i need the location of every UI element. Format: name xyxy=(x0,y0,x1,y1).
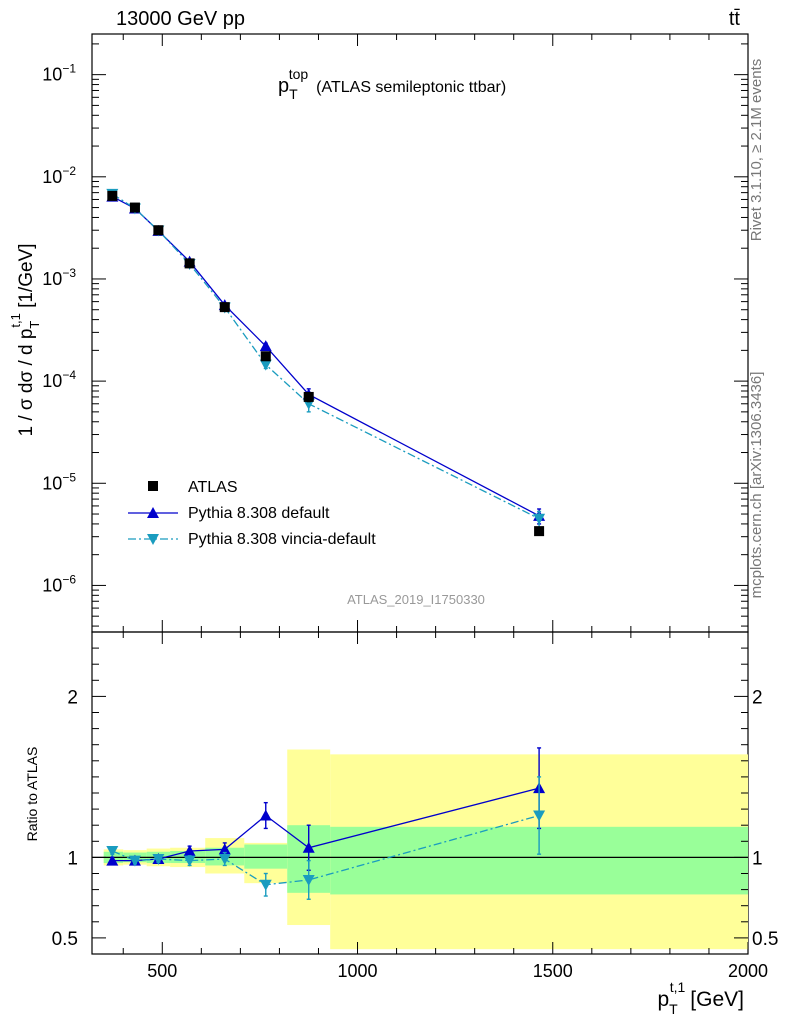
triangle-up-point xyxy=(183,844,196,856)
energy-label: 13000 GeV pp xyxy=(116,8,245,30)
mcplots-label: mcplots.cern.ch [arXiv:1306.3436] xyxy=(748,372,765,599)
y-tick-label: 10−4 xyxy=(42,368,76,391)
triangle-down-point xyxy=(183,855,196,867)
triangle-down-point xyxy=(259,879,272,891)
legend-atlas-label: ATLAS xyxy=(188,479,238,496)
main-square-point xyxy=(219,302,230,313)
main-series-line xyxy=(112,196,540,517)
main-square-point xyxy=(260,351,271,362)
main-series xyxy=(106,188,546,537)
x-tick-label: 1500 xyxy=(533,961,573,981)
triangle-up-point xyxy=(218,843,231,855)
x-axis-label-main: p xyxy=(657,988,669,1011)
process-label: tt̄ xyxy=(729,8,741,30)
main-square-point xyxy=(184,258,195,269)
x-tick-label: 2000 xyxy=(728,961,768,981)
main-square-point xyxy=(129,202,140,213)
main-square-point xyxy=(107,190,118,201)
ratio-band-inner xyxy=(244,844,288,869)
triangle-up-point xyxy=(302,841,315,853)
x-axis-label-unit: [GeV] xyxy=(690,988,744,1011)
triangle-up-point xyxy=(259,809,272,821)
plot-title-rest: (ATLAS semileptonic ttbar) xyxy=(316,79,506,96)
x-axis-label: pTt,1[GeV] xyxy=(657,979,744,1017)
triangle-down-point xyxy=(218,854,231,866)
y-tick-label: 10−5 xyxy=(42,470,76,493)
main-series-line xyxy=(111,193,540,520)
ratio-y-tick-label-right: 0.5 xyxy=(752,929,778,950)
ratio-y-tick-label: 0.5 xyxy=(52,929,78,950)
plot-title-sub: T xyxy=(289,86,298,102)
x-tick-label: 500 xyxy=(147,961,177,981)
legend-default-label: Pythia 8.308 default xyxy=(188,505,330,522)
ratio-ylabel: Ratio to ATLAS xyxy=(24,747,40,842)
plot-title-sup: top xyxy=(289,66,309,82)
main-square-point xyxy=(303,391,314,402)
ratio-y-tick-label: 1 xyxy=(67,848,78,869)
triangle-down-point xyxy=(152,854,165,866)
ratio-series-line xyxy=(112,814,540,886)
tick-labels: 500 1000 1500 2000 10−6 10−5 10−4 10−3 10−2 10−1 0… xyxy=(42,62,778,981)
legend-vincia-label: Pythia 8.308 vincia-default xyxy=(188,531,376,548)
ratio-series xyxy=(106,747,546,900)
main-square-point xyxy=(534,526,545,537)
y-tick-label: 10−6 xyxy=(42,572,76,595)
triangle-up-point xyxy=(259,340,272,352)
main-ylabel: 1 / σ dσ / d pTt,1 [1/GeV] xyxy=(8,243,42,436)
y-tick-label: 10−3 xyxy=(42,266,76,289)
x-axis-label-sup: t,1 xyxy=(670,979,686,995)
ratio-y-tick-label-right: 2 xyxy=(752,687,763,708)
triangle-down-point xyxy=(533,810,546,822)
legend-default-marker xyxy=(147,507,159,518)
triangle-down-point xyxy=(533,513,546,525)
triangle-up-point xyxy=(106,854,119,866)
plot-title: pTtop (ATLAS semileptonic ttbar) xyxy=(278,66,506,102)
legend-vincia-marker xyxy=(147,534,159,545)
y-tick-label: 10−1 xyxy=(42,62,76,85)
main-square-point xyxy=(153,225,164,236)
analysis-id: ATLAS_2019_I1750330 xyxy=(347,592,485,607)
legend: ATLAS Pythia 8.308 default Pythia 8.308 … xyxy=(128,479,376,548)
y-tick-label: 10−2 xyxy=(42,164,76,187)
plot-title-main: p xyxy=(278,75,289,97)
rivet-label: Rivet 3.1.10, ≥ 2.1M events xyxy=(748,59,765,242)
ratio-y-tick-label-right: 1 xyxy=(752,848,763,869)
x-tick-label: 1000 xyxy=(338,961,378,981)
legend-atlas-marker xyxy=(148,481,158,491)
triangle-down-point xyxy=(106,845,119,857)
ratio-y-tick-label: 2 xyxy=(67,687,78,708)
triangle-down-point xyxy=(302,874,315,886)
axis-ticks xyxy=(92,34,749,954)
x-axis-label-sub: T xyxy=(669,1001,678,1017)
triangle-down-point xyxy=(259,359,272,371)
triangle-down-point xyxy=(128,855,141,867)
